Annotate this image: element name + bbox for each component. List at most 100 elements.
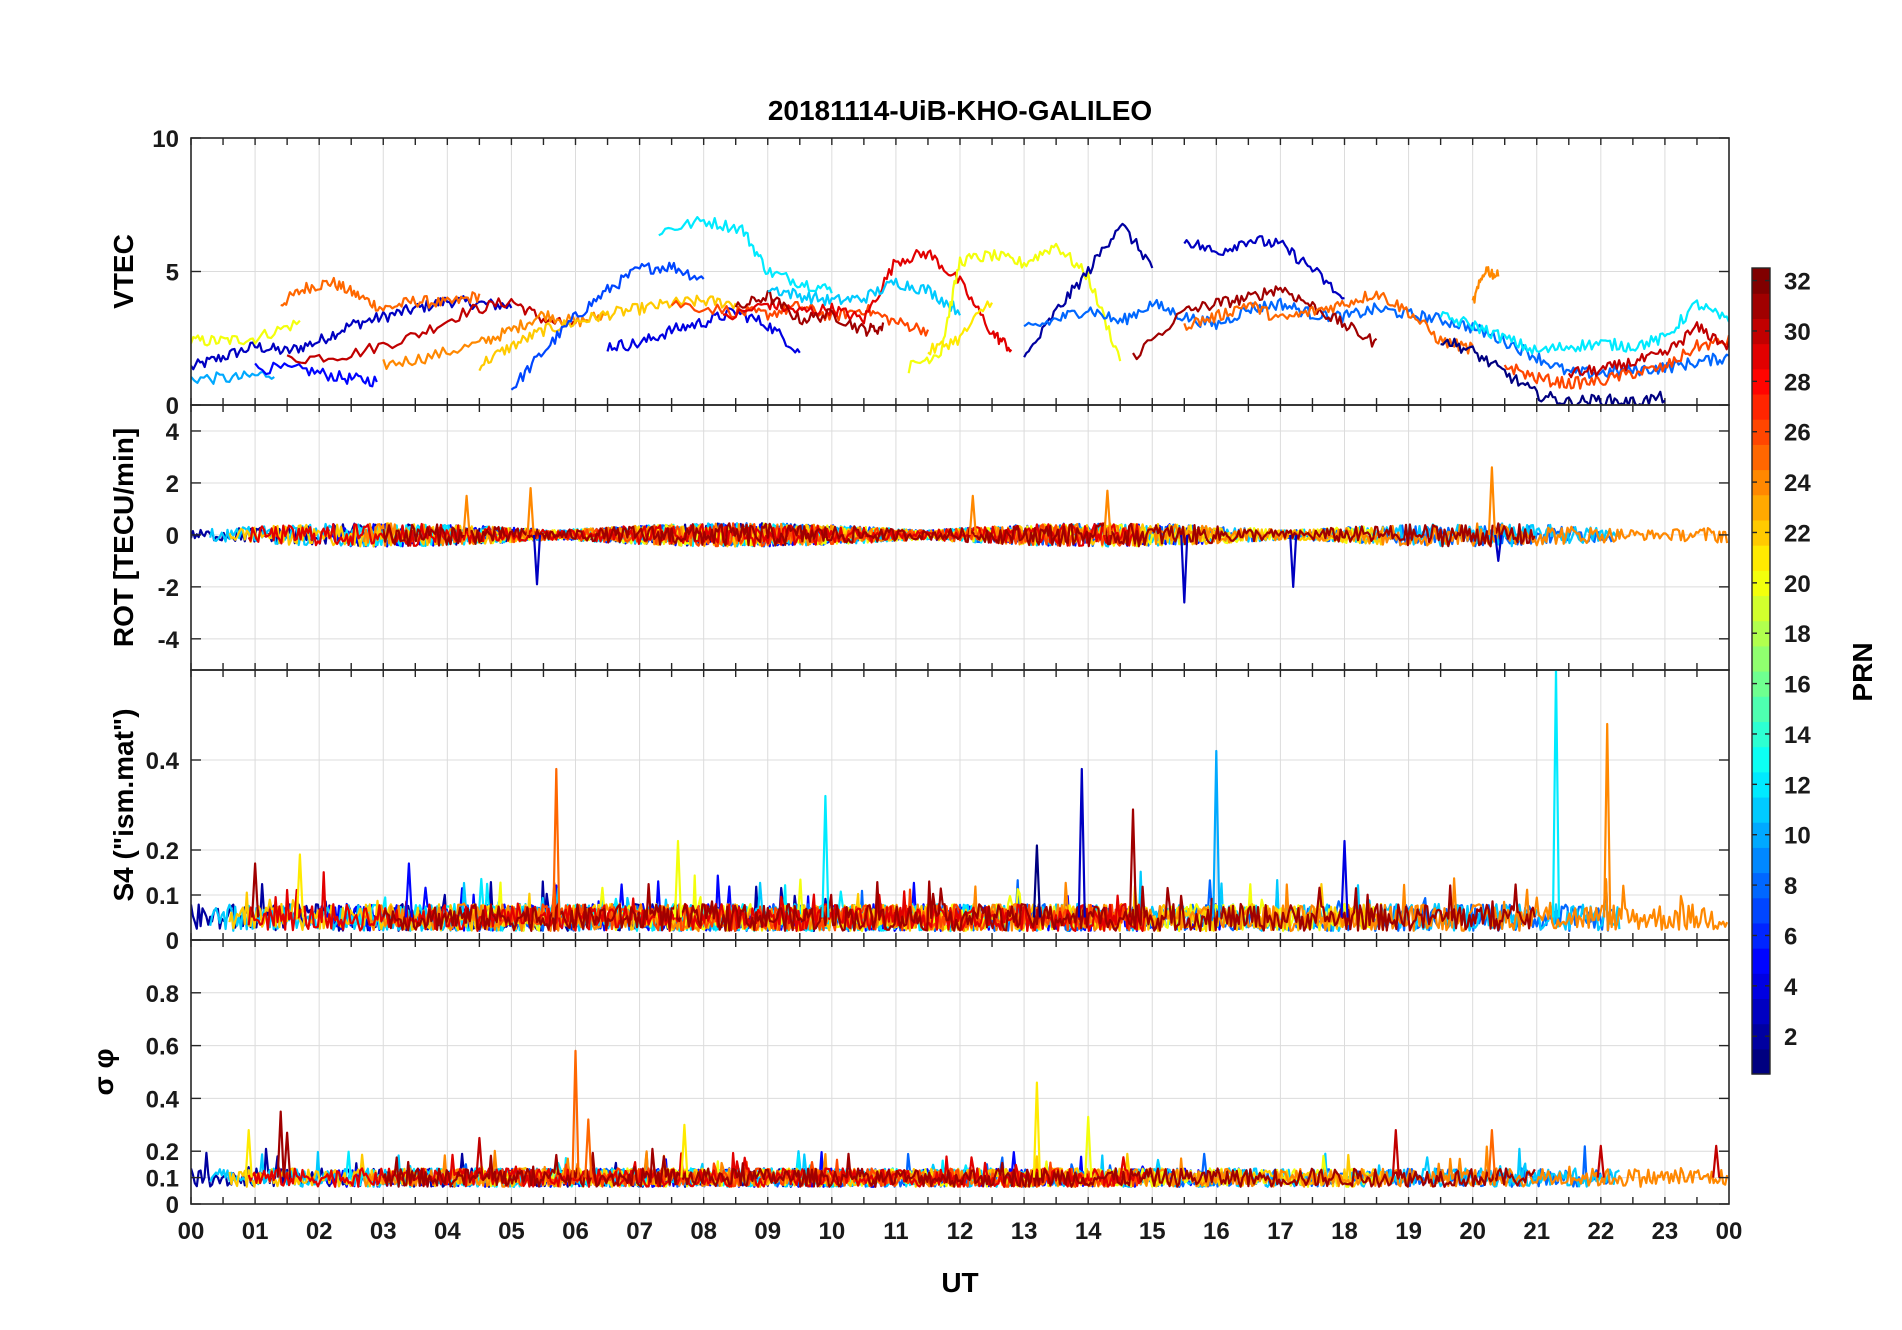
colorbar-swatch <box>1752 293 1770 319</box>
y-tick-label: 0.8 <box>146 981 179 1008</box>
colorbar-tick-label: 30 <box>1784 319 1811 346</box>
series-prn-31 <box>382 522 1536 548</box>
spike-mark <box>1180 534 1189 604</box>
colorbar-swatch <box>1752 746 1770 773</box>
colorbar-swatch <box>1752 897 1770 924</box>
series-prn-22 <box>228 522 1384 548</box>
spike-mark <box>1077 767 1086 918</box>
y-tick-label: 0 <box>166 1192 179 1219</box>
colorbar-swatch <box>1752 620 1770 647</box>
colorbar-tick-label: 8 <box>1784 873 1797 900</box>
x-tick-label: 19 <box>1395 1218 1422 1245</box>
x-tick-label: 02 <box>306 1218 333 1245</box>
vtec-series-prn-3 <box>1183 235 1345 300</box>
spike-mark <box>552 767 561 918</box>
vtec-series-prn-24 <box>382 310 609 370</box>
spike-mark <box>244 1129 253 1178</box>
spike-mark <box>1487 1129 1496 1178</box>
y-tick-label: 0 <box>166 393 179 420</box>
panel-3: 0 0.1 0.2 0.4 S4 ("ism.mat") <box>108 669 1730 955</box>
x-tick-label: 07 <box>626 1218 653 1245</box>
panel-2: -4 -2 0 2 4 ROT [TECU/min] <box>108 404 1730 671</box>
spike-mark <box>821 794 830 918</box>
y-tick-label: 4 <box>166 419 180 446</box>
vtec-series-prn-24 <box>1471 266 1500 304</box>
spike-mark <box>968 494 977 535</box>
y-tick-label: 0.1 <box>146 883 179 910</box>
spike-mark <box>1603 722 1612 918</box>
series-prn-29 <box>247 871 1146 932</box>
traces <box>191 670 1729 933</box>
colorbar-tick-label: 24 <box>1784 470 1811 497</box>
y-tick-label: 0.1 <box>146 1166 179 1193</box>
spike-mark <box>1128 808 1138 918</box>
x-tick-label: 04 <box>434 1218 461 1245</box>
spike-mark <box>1551 670 1561 918</box>
vtec-series-prn-10 <box>191 370 275 385</box>
x-tick-labels: 00 01 02 03 04 05 06 07 08 09 10 11 12 13 14 15 16 17 18 19… <box>178 1218 1743 1245</box>
x-tick-label: 17 <box>1267 1218 1294 1245</box>
spike-mark <box>532 534 542 586</box>
colorbar-tick-label: 28 <box>1784 369 1811 396</box>
spike-mark <box>276 1110 285 1178</box>
colorbar-swatch <box>1752 822 1770 848</box>
colorbar-tick-label: 18 <box>1784 621 1811 648</box>
x-tick-label: 05 <box>498 1218 525 1245</box>
spike-mark <box>1032 1081 1041 1178</box>
spike-mark <box>673 839 683 918</box>
spike-mark <box>1391 1129 1400 1178</box>
vtec-series-prn-20 <box>907 242 1122 374</box>
colorbar-swatch <box>1752 948 1770 974</box>
y-axis-label: S4 ("ism.mat") <box>108 708 139 901</box>
spike-mark <box>1212 749 1221 918</box>
x-tick-label: 06 <box>562 1218 589 1245</box>
colorbar-tick-label: 20 <box>1784 571 1811 598</box>
colorbar-swatch <box>1752 796 1770 823</box>
panel-4: 00.10.2 0.4 0.6 0.8 σ φ <box>88 939 1730 1219</box>
colorbar-swatch <box>1752 368 1770 395</box>
colorbar-frame <box>1751 267 1771 1075</box>
spike-mark <box>295 853 304 918</box>
y-tick-label: 0 <box>166 523 179 550</box>
colorbar-tick-label: 26 <box>1784 420 1811 447</box>
x-tick-label: 15 <box>1139 1218 1166 1245</box>
traces <box>191 466 1729 604</box>
vtec-series-prn-12 <box>1439 299 1729 355</box>
colorbar-tick-label: 14 <box>1784 722 1811 749</box>
x-tick-label: 13 <box>1011 1218 1038 1245</box>
vtec-series-prn-1 <box>1440 337 1666 405</box>
colorbar-swatch <box>1752 343 1770 370</box>
vtec-series-prn-3 <box>191 295 513 371</box>
spike-mark <box>680 1123 689 1178</box>
spike-mark <box>1712 1144 1721 1178</box>
colorbar-swatch <box>1752 1023 1770 1050</box>
x-tick-label: 08 <box>690 1218 717 1245</box>
traces <box>191 1049 1729 1188</box>
vtec-series-prn-12 <box>658 216 833 294</box>
x-tick-label: 10 <box>818 1218 845 1245</box>
colorbar-tick-label: 4 <box>1784 974 1798 1001</box>
vtec-series-prn-31 <box>1132 285 1378 361</box>
colorbar-swatch <box>1752 872 1770 899</box>
vtec-series-prn-22 <box>478 294 737 372</box>
y-tick-label: 0.2 <box>146 838 179 865</box>
y-axis-label: σ φ <box>88 1049 119 1096</box>
vtec-series-prn-30 <box>1567 321 1729 379</box>
y-tick-label: -4 <box>158 627 180 654</box>
x-tick-label: 00 <box>178 1218 205 1245</box>
x-tick-label: 03 <box>370 1218 397 1245</box>
x-tick-label: 09 <box>754 1218 781 1245</box>
spike-mark <box>584 1118 593 1178</box>
x-tick-label: 16 <box>1203 1218 1230 1245</box>
spike-mark <box>1103 489 1112 535</box>
colorbar-swatch <box>1752 998 1770 1025</box>
panel-frame <box>190 939 1730 1205</box>
spike-mark <box>251 862 260 918</box>
colorbar-swatch <box>1752 922 1770 949</box>
vtec-series-prn-21 <box>927 300 993 356</box>
colorbar-swatch <box>1752 645 1770 672</box>
spike-mark <box>526 487 535 535</box>
